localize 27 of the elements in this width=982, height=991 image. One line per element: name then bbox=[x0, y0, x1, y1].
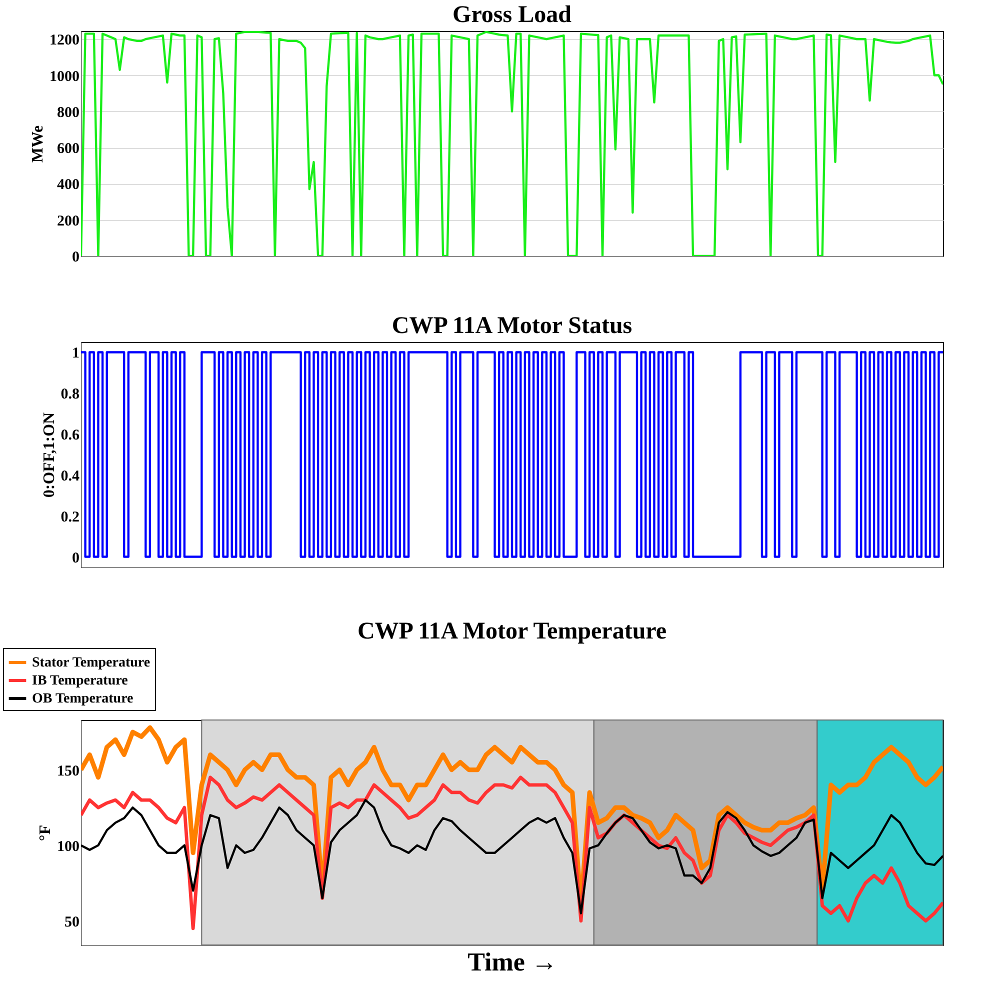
legend-label: Stator Temperature bbox=[32, 656, 150, 670]
y-tick-label: 0 bbox=[72, 250, 80, 266]
y-axis-title: 0:OFF,1:ON bbox=[40, 412, 58, 498]
x-axis-title: Time → bbox=[468, 948, 558, 976]
y-tick-label: 100 bbox=[57, 838, 80, 855]
y-tick-label: 0.4 bbox=[60, 468, 80, 484]
y-tick-label: 0 bbox=[72, 550, 80, 566]
y-tick-label: 400 bbox=[57, 177, 80, 194]
y-axis-title: MWe bbox=[30, 125, 46, 163]
y-tick-label: 50 bbox=[64, 914, 80, 930]
y-tick-label: 200 bbox=[57, 213, 80, 230]
chart-title: CWP 11A Motor Temperature bbox=[357, 618, 667, 644]
legend-label: IB Temperature bbox=[32, 674, 128, 688]
y-tick-label: 150 bbox=[57, 763, 80, 780]
y-tick-label: 0.8 bbox=[60, 386, 80, 403]
legend-label: OB Temperature bbox=[32, 692, 134, 706]
y-tick-label: 0.2 bbox=[60, 509, 80, 526]
y-tick-label: 1 bbox=[72, 346, 80, 362]
y-tick-label: 0.6 bbox=[60, 428, 80, 444]
y-tick-label: 1200 bbox=[50, 32, 80, 49]
y-tick-label: 600 bbox=[57, 141, 80, 158]
chart-title: Gross Load bbox=[452, 2, 572, 28]
line-series bbox=[81, 31, 943, 256]
chart-title: CWP 11A Motor Status bbox=[392, 313, 632, 339]
y-axis-title: °F bbox=[37, 824, 54, 842]
y-tick-label: 1000 bbox=[50, 68, 80, 85]
y-tick-label: 800 bbox=[57, 104, 80, 121]
